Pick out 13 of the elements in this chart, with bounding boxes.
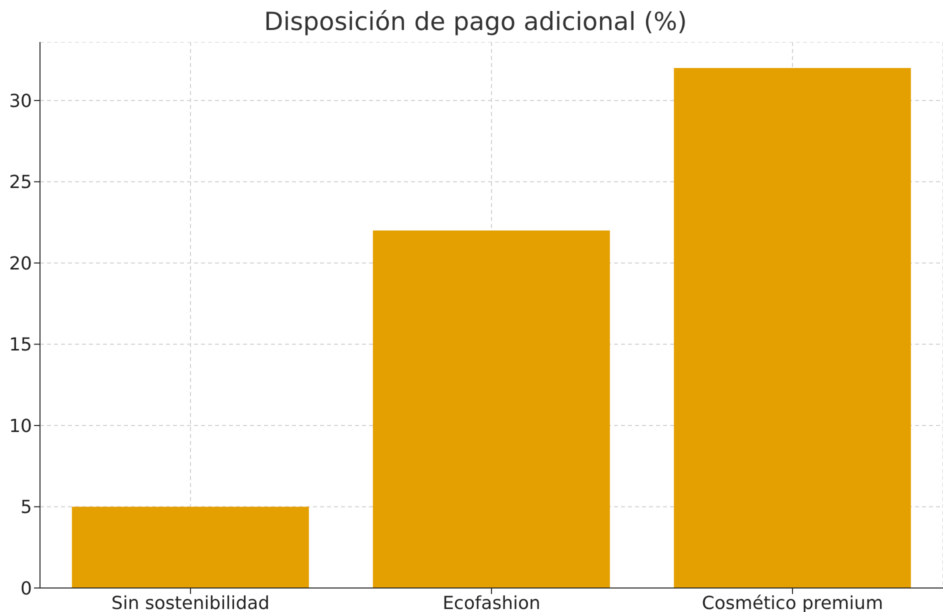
y-tick-label: 15 [9,334,32,356]
bar [72,506,309,588]
y-tick-label: 0 [20,578,32,600]
y-tick-label: 25 [9,172,32,194]
y-tick-label: 30 [9,90,32,112]
bar [674,68,911,588]
x-tick-label: Sin sostenibilidad [111,592,270,612]
chart-title: Disposición de pago adicional (%) [262,6,688,38]
y-tick-label: 10 [9,416,32,437]
x-tick-label: Ecofashion [442,592,540,612]
y-tick-label: 5 [20,497,32,518]
y-tick-label: 20 [9,253,32,274]
bar [372,230,610,588]
